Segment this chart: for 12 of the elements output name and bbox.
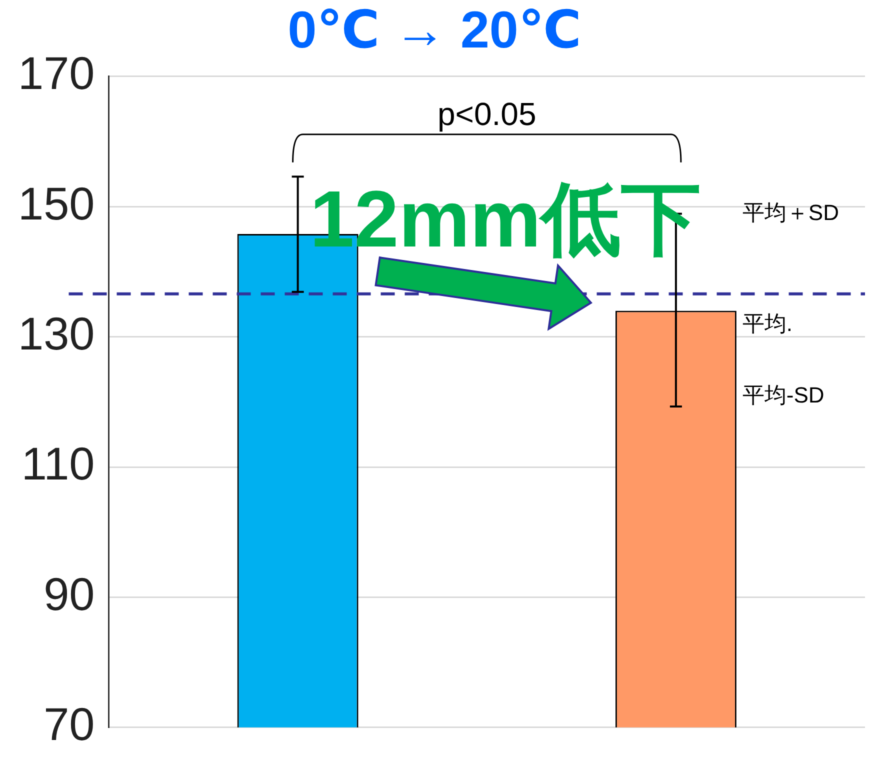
annotation: 平均＋SD [742, 200, 839, 225]
y-tick-label: 150 [18, 177, 95, 230]
y-tick-label: 70 [44, 698, 95, 750]
chart-title: 0℃ → 20℃ [288, 2, 582, 60]
y-tick-label: 170 [18, 47, 95, 100]
y-tick-label: 110 [21, 438, 95, 490]
annotation: 平均. [742, 310, 793, 336]
y-tick-label: 90 [44, 568, 95, 620]
annotation: 12mm低下 [310, 174, 702, 264]
annotation: p<0.05 [437, 96, 536, 132]
annotation: 平均-SD [742, 382, 824, 408]
y-tick-label: 130 [18, 307, 95, 360]
